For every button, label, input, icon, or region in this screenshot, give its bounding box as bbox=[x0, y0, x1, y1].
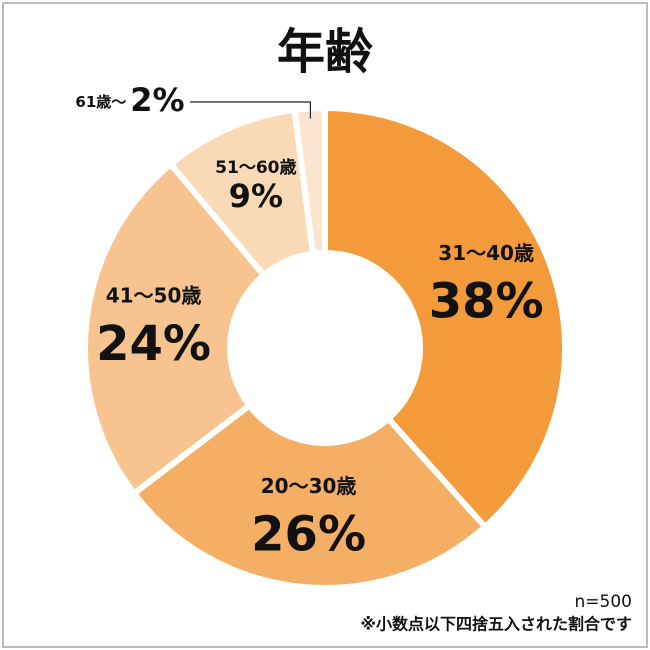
category-label: 20～30歳 bbox=[261, 474, 357, 498]
category-label: 51～60歳 bbox=[215, 157, 296, 178]
leader-line bbox=[190, 101, 312, 119]
value-label: 24% bbox=[96, 316, 211, 372]
category-label: 31～40歳 bbox=[438, 241, 534, 265]
chart-title: 年齢 bbox=[277, 24, 373, 80]
category-label: 61歳～ bbox=[75, 93, 126, 111]
slice bbox=[322, 104, 568, 532]
slice-label: 61歳～ 2% bbox=[75, 81, 184, 119]
slice bbox=[291, 104, 328, 258]
note: ※小数点以下四捨五入された割合です bbox=[360, 615, 632, 634]
slice bbox=[129, 401, 490, 591]
slice bbox=[82, 159, 269, 498]
value-label: 38% bbox=[429, 273, 544, 329]
category-label: 41～50歳 bbox=[106, 283, 202, 307]
value-label: 9% bbox=[229, 177, 283, 215]
value-label: 26% bbox=[251, 507, 366, 563]
value-label: 2% bbox=[130, 81, 184, 119]
note: n=500 bbox=[575, 592, 632, 612]
